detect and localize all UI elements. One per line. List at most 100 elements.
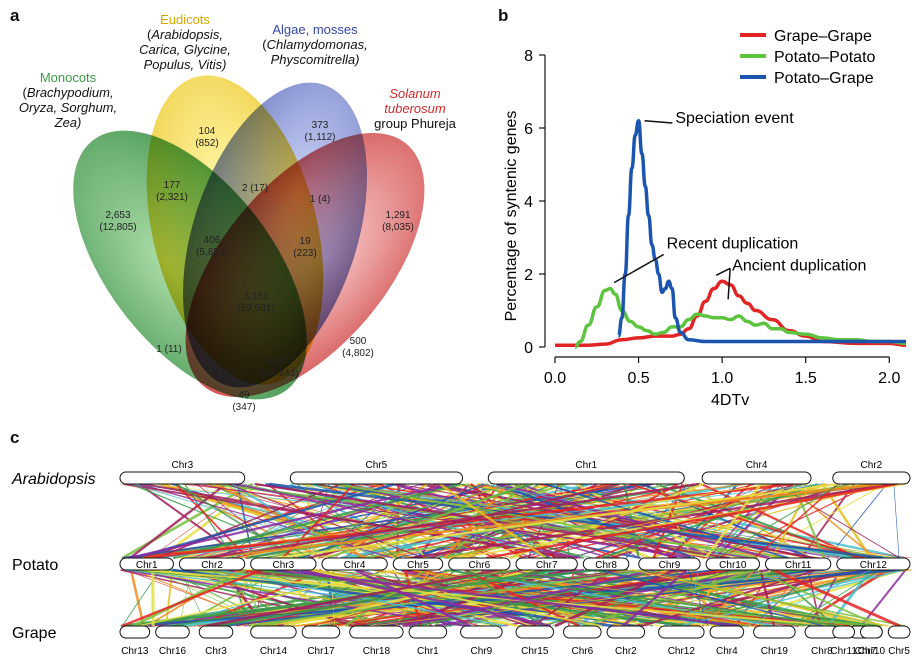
chromosome-bar xyxy=(250,557,317,571)
panel-label-a: a xyxy=(10,6,20,25)
chromosome-bar xyxy=(582,557,630,571)
synteny-link xyxy=(121,568,263,628)
synteny-link xyxy=(827,483,888,559)
panel-label-b: b xyxy=(498,6,509,25)
chromosome-label: Chr2 xyxy=(615,646,637,657)
count-eud-alg-sol: 19 (223) xyxy=(293,236,317,259)
count-algae-only: 373 (1,112) xyxy=(304,120,336,143)
chromosome-label: Chr7 xyxy=(855,646,877,657)
panel-label-c: c xyxy=(10,428,20,447)
chromosome-label: Chr6 xyxy=(469,560,491,571)
legend-label-2: Potato–Grape xyxy=(774,70,874,87)
synteny-link xyxy=(776,483,900,559)
monocots-species-1: Brachypodium, xyxy=(26,85,114,100)
synteny-link xyxy=(419,569,762,627)
synteny-link xyxy=(439,483,547,559)
synteny-link xyxy=(205,568,499,628)
synteny-link xyxy=(171,569,518,627)
chromosome-label: Chr17 xyxy=(307,646,335,657)
chromosome-label: Chr9 xyxy=(470,646,492,657)
y-tick-label: 6 xyxy=(524,121,533,138)
synteny-link xyxy=(273,568,740,628)
count-eudicot-only: 104 (852) xyxy=(195,126,219,149)
count-alg-sol: 1 (4) xyxy=(309,194,331,205)
count-mono-eud-sol: 2,107 (34,243) xyxy=(261,356,299,379)
solanum-name-2: tuberosum xyxy=(384,101,446,116)
monocots-species-3: Zea) xyxy=(54,115,82,130)
solanum-ellipse xyxy=(185,132,425,398)
synteny-link xyxy=(144,482,794,560)
chromosome-label: Chr12 xyxy=(860,560,888,571)
synteny-link xyxy=(172,482,461,560)
synteny-link xyxy=(269,482,884,560)
monocots-name: Monocots xyxy=(39,70,97,85)
algae-name: Algae, mosses xyxy=(272,22,358,37)
synteny-link xyxy=(354,568,471,628)
chromosome-label: Chr5 xyxy=(888,646,910,657)
count-mono-eud: 177 (2,321) xyxy=(156,180,188,203)
synteny-link xyxy=(754,569,881,627)
synteny-link xyxy=(227,483,424,559)
chromosome-label: Chr7 xyxy=(536,560,558,571)
chromosome-bar xyxy=(408,625,448,639)
chromosome-bar xyxy=(250,625,297,639)
solanum-name-3: group Phureja xyxy=(374,116,456,131)
chromosome-label: Chr3 xyxy=(205,646,227,657)
synteny-link xyxy=(485,482,898,560)
synteny-link xyxy=(214,568,555,628)
synteny-link xyxy=(128,569,745,627)
synteny-link xyxy=(129,483,390,559)
solanum-label: Solanum tuberosum group Phureja xyxy=(360,86,470,131)
synteny-link xyxy=(235,483,581,559)
chromosome-bar xyxy=(119,625,151,639)
synteny-row-label: Potato xyxy=(12,557,58,574)
synteny-link xyxy=(175,483,249,559)
eudicots-species-1: Arabidopsis, xyxy=(151,27,223,42)
chromosome-bar xyxy=(392,557,444,571)
x-tick-label: 2.0 xyxy=(878,370,900,387)
count-mono-alg: 1 (11) xyxy=(156,344,182,355)
annotation-arrow xyxy=(644,119,673,124)
chromosome-bar xyxy=(198,625,234,639)
y-axis-label: Percentage of syntenic genes xyxy=(503,111,520,322)
chromosome-bar xyxy=(155,625,190,639)
synteny-link xyxy=(171,568,614,628)
chromosome-bar xyxy=(448,557,511,571)
x-tick-label: 0.0 xyxy=(544,370,566,387)
solanum-name-1: Solanum xyxy=(389,86,441,101)
chromosome-label: Chr14 xyxy=(260,646,288,657)
synteny-link xyxy=(139,483,748,559)
synteny-link xyxy=(435,568,769,628)
annotation-recent: Recent duplication xyxy=(667,235,799,252)
synteny-link xyxy=(202,483,390,559)
chromosome-label: Chr2 xyxy=(861,460,883,471)
synteny-link xyxy=(687,569,699,627)
synteny-link xyxy=(248,569,647,627)
synteny-link xyxy=(700,482,859,560)
annotation-arrow xyxy=(613,253,665,284)
chromosome-label: Chr19 xyxy=(761,646,789,657)
chromosome-label: Chr2 xyxy=(201,560,223,571)
chromosome-bar xyxy=(460,625,503,639)
chromosome-bar xyxy=(753,625,796,639)
synteny-link xyxy=(582,568,756,628)
count-eud-alg: 2 (17) xyxy=(241,183,269,194)
chromosome-bar xyxy=(638,557,701,571)
chromosome-label: Chr5 xyxy=(407,560,429,571)
series-line-0 xyxy=(554,279,907,347)
x-tick-label: 0.5 xyxy=(627,370,649,387)
x-tick-label: 1.5 xyxy=(795,370,817,387)
y-tick-label: 4 xyxy=(524,194,533,211)
chromosome-label: Chr10 xyxy=(719,560,747,571)
chromosome-bar xyxy=(606,625,646,639)
synteny-link xyxy=(373,569,757,627)
synteny-link xyxy=(329,569,336,627)
synteny-link xyxy=(599,569,825,627)
synteny-link xyxy=(307,483,619,559)
synteny-link xyxy=(129,569,145,627)
series-line-2 xyxy=(616,118,906,344)
algae-species-2: Physcomitrella) xyxy=(270,52,360,67)
synteny-link xyxy=(496,482,695,560)
